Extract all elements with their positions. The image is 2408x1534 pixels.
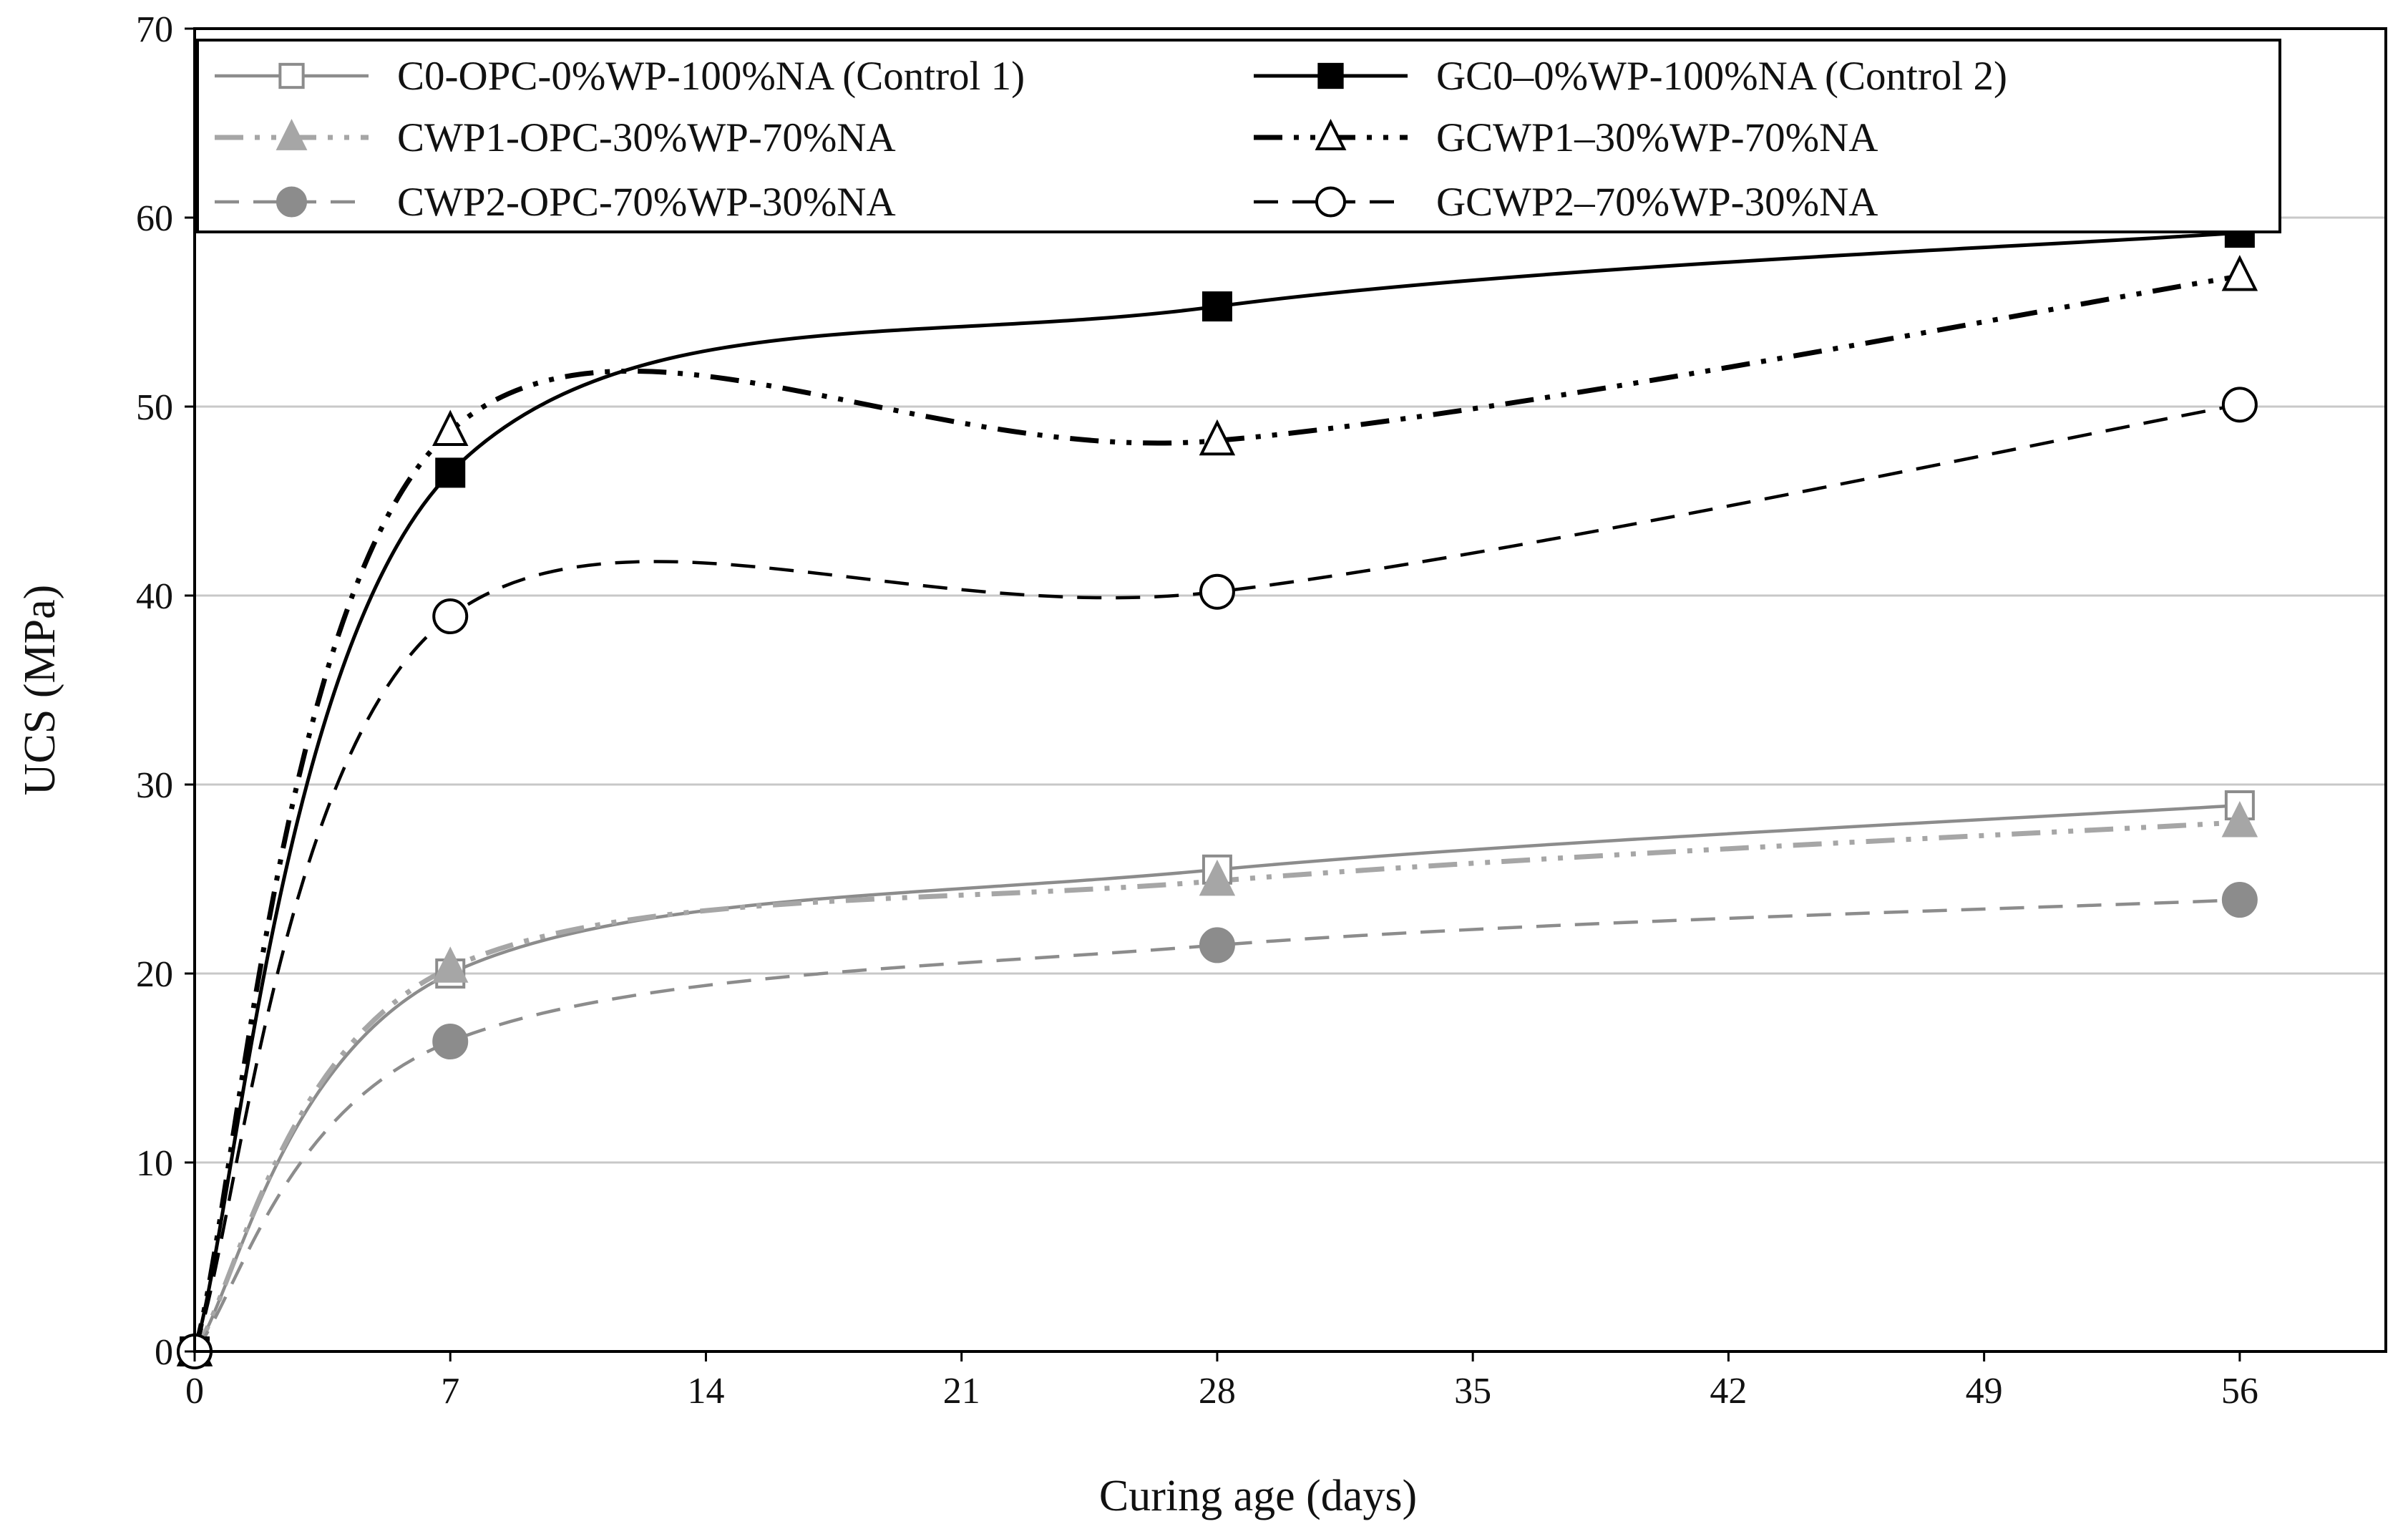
x-tick-label: 35 bbox=[1454, 1371, 1491, 1412]
x-tick-label: 7 bbox=[441, 1371, 459, 1412]
data-point bbox=[1199, 927, 1235, 963]
legend-label: CWP2-OPC-70%WP-30%NA bbox=[397, 180, 896, 225]
legend-label: GCWP1–30%WP-70%NA bbox=[1436, 115, 1878, 160]
series-line bbox=[193, 898, 2240, 1353]
series-lines bbox=[192, 230, 2241, 1353]
plot-frame bbox=[193, 27, 2387, 1353]
x-tick-label: 28 bbox=[1199, 1371, 1236, 1412]
x-tick-label: 42 bbox=[1710, 1371, 1747, 1412]
data-point bbox=[432, 598, 469, 635]
data-point bbox=[435, 457, 466, 488]
legend-marker bbox=[1315, 119, 1347, 150]
legend-marker bbox=[1317, 62, 1344, 89]
data-point bbox=[1199, 859, 1236, 896]
legend-marker bbox=[276, 186, 308, 218]
y-axis-title: UCS (MPa) bbox=[16, 585, 64, 796]
legend-marker bbox=[278, 62, 305, 89]
x-axis-title: Curing age (days) bbox=[1099, 1472, 1417, 1520]
x-tick-label: 14 bbox=[687, 1371, 724, 1412]
y-tick-label: 40 bbox=[136, 576, 173, 617]
y-tick-label: 50 bbox=[136, 387, 173, 428]
data-point bbox=[2221, 882, 2258, 918]
legend-label: C0-OPC-0%WP-100%NA (Control 1) bbox=[397, 54, 1025, 99]
data-point bbox=[2221, 801, 2258, 838]
series-line bbox=[193, 803, 2241, 1353]
series-line bbox=[192, 230, 2241, 1352]
legend: C0-OPC-0%WP-100%NA (Control 1) GC0–0%WP-1… bbox=[196, 39, 2281, 233]
y-tick-label: 60 bbox=[136, 198, 173, 239]
legend-box bbox=[196, 39, 2281, 233]
series-line bbox=[192, 273, 2241, 1352]
data-point bbox=[432, 946, 469, 983]
x-axis-ticks: 0 7 14 21 28 35 42 49 56 bbox=[185, 1351, 2258, 1412]
y-tick-label: 0 bbox=[155, 1332, 173, 1373]
data-point bbox=[2221, 255, 2258, 291]
legend-label: GC0–0%WP-100%NA (Control 2) bbox=[1436, 54, 2007, 99]
y-tick-label: 70 bbox=[136, 9, 173, 50]
x-tick-label: 0 bbox=[185, 1371, 204, 1412]
data-point bbox=[1199, 419, 1236, 456]
legend-marker bbox=[276, 119, 308, 150]
y-tick-label: 30 bbox=[136, 765, 173, 806]
y-axis-ticks: 0 10 20 30 40 50 60 70 bbox=[136, 9, 195, 1373]
x-tick-label: 21 bbox=[943, 1371, 980, 1412]
data-point bbox=[1199, 573, 1235, 610]
data-point bbox=[2221, 387, 2258, 423]
data-point bbox=[432, 1024, 469, 1060]
y-tick-label: 10 bbox=[136, 1143, 173, 1184]
series-line bbox=[192, 820, 2241, 1353]
data-point bbox=[432, 409, 469, 447]
data-point bbox=[1201, 291, 1232, 322]
legend-label: GCWP2–70%WP-30%NA bbox=[1436, 180, 1878, 225]
x-tick-label: 56 bbox=[2221, 1371, 2258, 1412]
x-tick-label: 49 bbox=[1966, 1371, 2003, 1412]
gridlines bbox=[195, 216, 2386, 1164]
y-tick-label: 20 bbox=[136, 954, 173, 995]
series-line bbox=[192, 403, 2241, 1352]
legend-label: CWP1-OPC-30%WP-70%NA bbox=[397, 115, 896, 160]
series-markers bbox=[176, 218, 2258, 1369]
legend-marker bbox=[1315, 186, 1347, 218]
